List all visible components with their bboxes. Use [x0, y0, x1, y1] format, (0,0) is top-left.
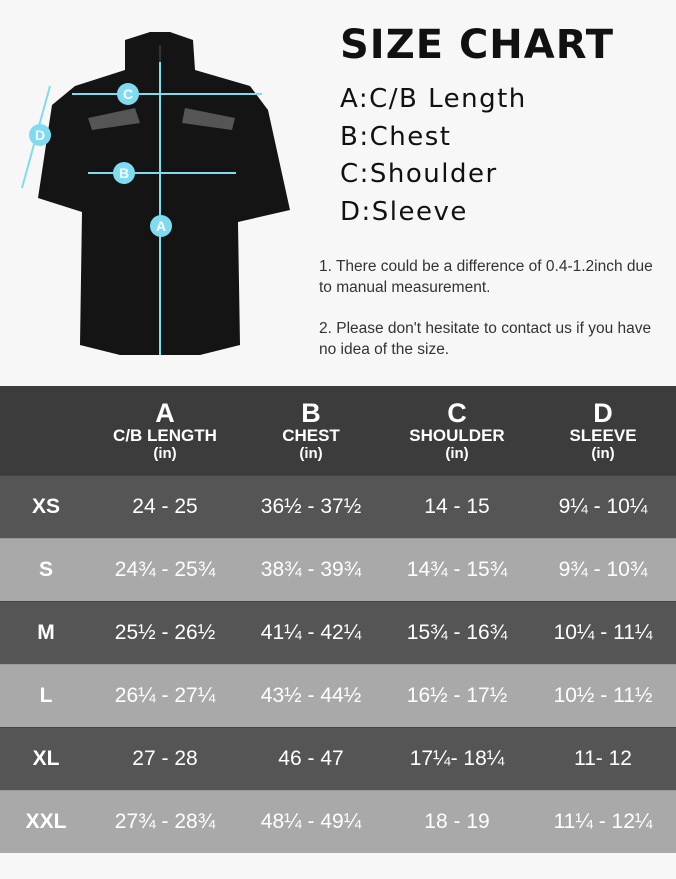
column-header: A C/B LENGTH (in)	[92, 399, 238, 463]
marker-a	[150, 215, 172, 237]
column-header: D SLEEVE (in)	[530, 399, 676, 463]
header-label: SHOULDER	[409, 425, 505, 445]
table-row: XL 27 - 28 46 - 47 17¼- 18¼ 11- 12	[0, 727, 676, 790]
measurement-legend: A:C/B Length B:Chest C:Shoulder D:Sleeve	[340, 84, 527, 234]
header-letter: D	[593, 397, 613, 428]
table-cell: 17¼- 18¼	[409, 747, 505, 770]
header-unit: (in)	[299, 444, 323, 462]
size-label: L	[39, 684, 53, 707]
table-cell: 10½ - 11½	[553, 684, 653, 707]
header-unit: (in)	[153, 444, 177, 462]
header-label: CHEST	[282, 425, 340, 445]
header-unit: (in)	[591, 444, 615, 462]
table-cell: 38¾ - 39¾	[260, 558, 362, 581]
table-cell: 14¾ - 15¾	[406, 558, 508, 581]
table-cell: 27 - 28	[132, 747, 198, 770]
table-cell: 11- 12	[574, 747, 632, 770]
table-cell: 25½ - 26½	[114, 621, 216, 644]
table-row: L 26¼ - 27¼ 43½ - 44½ 16½ - 17½ 10½ - 11½	[0, 664, 676, 727]
table-cell: 48¼ - 49¼	[260, 810, 362, 833]
header-letter: B	[301, 397, 321, 428]
table-cell: 43½ - 44½	[260, 684, 362, 707]
table-cell: 27¾ - 28¾	[114, 810, 216, 833]
legend-item: C:Shoulder	[340, 159, 498, 189]
table-cell: 9¼ - 10¼	[558, 495, 648, 518]
marker-c	[117, 83, 139, 105]
label-b: B	[119, 165, 129, 181]
table-cell: 18 - 19	[424, 810, 490, 833]
table-cell: 26¼ - 27¼	[114, 684, 216, 707]
note-2: 2. Please don't hesitate to contact us i…	[319, 320, 652, 358]
table-cell: 9¾ - 10¾	[558, 558, 648, 581]
table-cell: 24¾ - 25¾	[114, 558, 216, 581]
size-label: S	[38, 558, 53, 581]
table-cell: 41¼ - 42¼	[260, 621, 362, 644]
header-label: SLEEVE	[569, 425, 637, 445]
table-cell: 11¼ - 12¼	[553, 810, 653, 833]
size-table: A C/B LENGTH (in) B CHEST (in) C SHOULDER (in) D S…	[0, 386, 676, 853]
header-letter: C	[447, 397, 467, 428]
table-row: XS 24 - 25 36½ - 37½ 14 - 15 9¼ - 10¼	[0, 475, 676, 538]
legend-item: D:Sleeve	[340, 196, 468, 227]
table-cell: 10¼ - 11¼	[553, 621, 653, 644]
table-header: A C/B LENGTH (in) B CHEST (in) C SHOULDER (in) D S…	[0, 386, 676, 475]
legend-item: A:C/B Length	[340, 84, 527, 114]
size-label: XS	[31, 495, 60, 518]
note-1: 1. There could be a difference of 0.4-1.…	[319, 258, 653, 296]
table-cell: 24 - 25	[132, 495, 198, 518]
column-header: B CHEST (in)	[238, 399, 384, 463]
jacket-image	[38, 32, 290, 355]
table-cell: 15¾ - 16¾	[406, 621, 508, 644]
page-title: SIZE CHART	[340, 22, 615, 68]
table-row: XXL 27¾ - 28¾ 48¼ - 49¼ 18 - 19 11¼ - 12¼	[0, 790, 676, 853]
table-row: S 24¾ - 25¾ 38¾ - 39¾ 14¾ - 15¾ 9¾ - 10¾	[0, 538, 676, 601]
header-letter: A	[155, 397, 175, 428]
size-label: XXL	[25, 810, 67, 833]
table-cell: 16½ - 17½	[406, 684, 508, 707]
jacket-diagram: C B A D	[21, 32, 290, 355]
table-cell: 14 - 15	[424, 495, 490, 518]
marker-b	[113, 162, 135, 184]
column-header: C SHOULDER (in)	[384, 399, 530, 463]
table-row: M 25½ - 26½ 41¼ - 42¼ 15¾ - 16¾ 10¼ - 11¼	[0, 601, 676, 664]
label-d: D	[35, 127, 45, 143]
size-label: XL	[32, 747, 60, 770]
legend-item: B:Chest	[340, 121, 452, 152]
marker-d	[29, 124, 51, 146]
header-unit: (in)	[445, 444, 469, 462]
size-label: M	[37, 621, 55, 644]
table-cell: 36½ - 37½	[260, 495, 362, 518]
label-c: C	[123, 86, 133, 102]
header-label: C/B LENGTH	[113, 425, 217, 445]
table-cell: 46 - 47	[278, 747, 344, 770]
label-a: A	[156, 218, 166, 234]
